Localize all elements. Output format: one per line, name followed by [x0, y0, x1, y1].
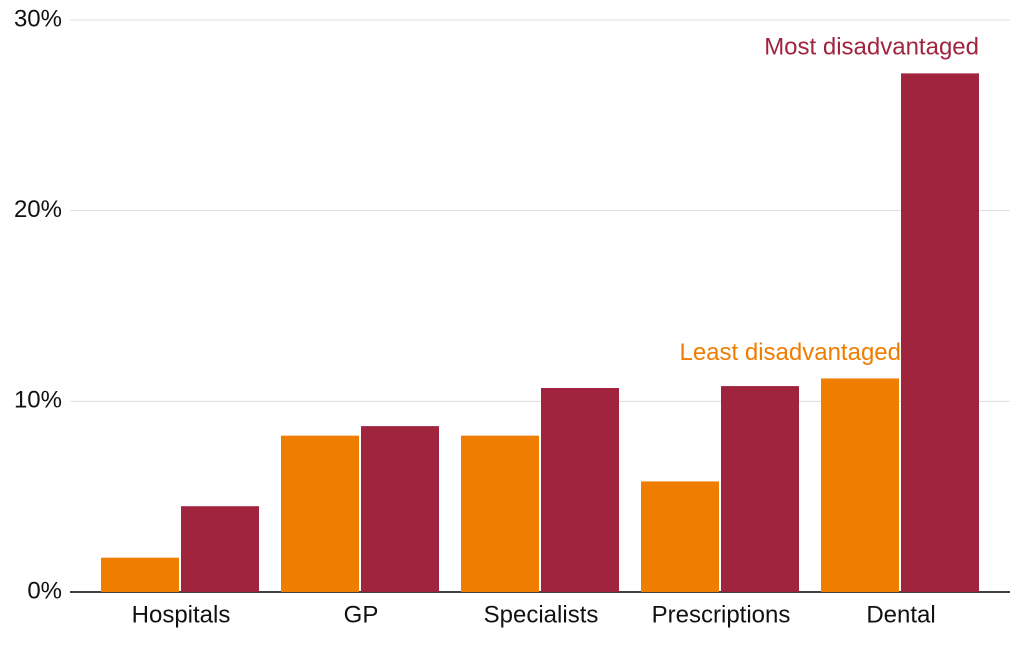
x-tick-label: Hospitals: [132, 601, 231, 628]
x-tick-label: Dental: [866, 601, 935, 628]
bar: [281, 435, 359, 592]
legend-label: Least disadvantaged: [679, 339, 901, 366]
bar: [361, 426, 439, 592]
x-tick-label: Prescriptions: [652, 601, 791, 628]
y-tick-label: 10%: [14, 387, 62, 414]
bar: [721, 386, 799, 592]
x-tick-label: Specialists: [484, 601, 599, 628]
bar: [641, 481, 719, 592]
y-tick-label: 20%: [14, 196, 62, 223]
x-tick-label: GP: [344, 601, 379, 628]
bar: [181, 506, 259, 592]
legend-label: Most disadvantaged: [764, 34, 979, 61]
bar: [901, 73, 979, 593]
y-tick-label: 0%: [27, 577, 62, 604]
bar: [101, 557, 179, 592]
y-tick-label: 30%: [14, 5, 62, 32]
bar: [821, 378, 899, 592]
bar: [541, 387, 619, 592]
bar: [461, 435, 539, 592]
